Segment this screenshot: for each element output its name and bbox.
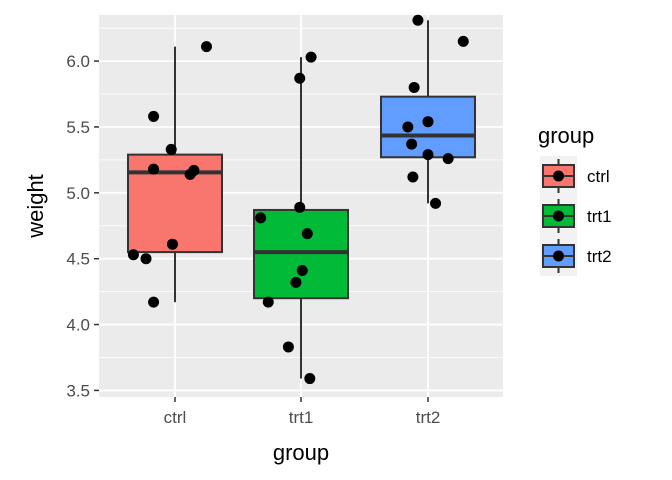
axes-layer: 3.5 4.0 4.5 5.0 5.5 6.0 ctrl trt1 trt2 [66,52,440,427]
x-tick-label: ctrl [164,408,187,427]
legend-item-trt2: trt2 [540,236,612,276]
data-point [412,14,424,26]
data-point [294,201,306,213]
data-point [294,72,306,84]
box-ctrl [127,46,223,303]
y-tick-label: 6.0 [66,52,90,71]
legend-title: group [538,123,594,148]
y-tick-label: 5.0 [66,184,90,203]
data-point [282,341,294,353]
legend-label: trt1 [587,207,612,226]
points-layer [127,14,469,385]
data-point [148,110,160,122]
legend-item-trt1: trt1 [540,196,612,236]
data-point [406,138,418,150]
data-point [442,153,454,165]
legend-label: ctrl [587,167,610,186]
data-point [304,373,316,385]
data-point [407,171,419,183]
legend-item-ctrl: ctrl [540,156,610,196]
data-point [127,249,139,261]
y-tick-label: 4.0 [66,316,90,335]
y-tick-label: 5.5 [66,118,90,137]
data-point [422,116,434,128]
data-point [148,296,160,308]
data-point [165,143,177,155]
x-tick-label: trt2 [416,408,441,427]
data-point [422,149,434,161]
x-axis-title: group [273,440,329,465]
legend-label: trt2 [587,247,612,266]
y-tick-label: 3.5 [66,381,90,400]
box-body [127,153,223,254]
data-point [184,168,196,180]
legend-point [553,210,564,222]
data-point [262,296,274,308]
data-point [290,276,302,288]
y-axis-title: weight [23,174,48,239]
data-point [430,197,442,209]
legend-point [553,170,564,182]
data-point [140,253,152,265]
data-point [305,51,317,63]
data-point [301,228,313,240]
legend-point [553,250,564,262]
legend: group ctrl trt1 trt2 [538,123,612,276]
data-point [201,41,212,53]
data-point [148,163,160,175]
data-point [296,265,308,277]
data-point [457,35,469,47]
y-tick-label: 4.5 [66,250,90,269]
data-point [408,81,420,93]
x-tick-label: trt1 [289,408,314,427]
data-point [166,238,178,250]
data-point [402,121,414,133]
data-point [255,212,267,224]
